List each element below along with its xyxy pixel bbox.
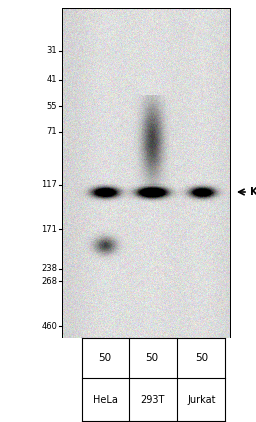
Text: HeLa: HeLa — [93, 395, 118, 405]
Text: 238: 238 — [41, 264, 57, 273]
Text: 50: 50 — [145, 353, 158, 363]
Text: Jurkat: Jurkat — [188, 395, 216, 405]
Text: 460: 460 — [41, 322, 57, 331]
Text: 71: 71 — [46, 127, 57, 136]
Text: 50: 50 — [195, 353, 209, 363]
Text: 55: 55 — [47, 102, 57, 111]
Text: 117: 117 — [41, 180, 57, 189]
Text: 171: 171 — [41, 225, 57, 234]
Text: 31: 31 — [46, 46, 57, 55]
Text: 41: 41 — [47, 76, 57, 84]
Text: 50: 50 — [99, 353, 112, 363]
Text: 293T: 293T — [140, 395, 164, 405]
Text: 268: 268 — [41, 277, 57, 286]
Text: KIF18B: KIF18B — [250, 187, 256, 197]
